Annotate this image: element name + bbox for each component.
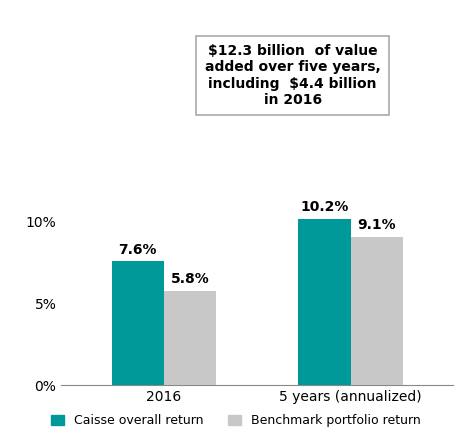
Text: $12.3 billion  of value
added over five years,
including  $4.4 billion
in 2016: $12.3 billion of value added over five y… — [205, 44, 380, 107]
Bar — [298, 218, 351, 385]
Text: 9.1%: 9.1% — [357, 218, 396, 233]
Bar — [112, 261, 164, 385]
Text: 7.6%: 7.6% — [118, 243, 157, 257]
Bar — [164, 291, 216, 385]
Bar — [351, 237, 403, 385]
Legend: Caisse overall return, Benchmark portfolio return: Caisse overall return, Benchmark portfol… — [46, 409, 426, 432]
Text: 10.2%: 10.2% — [300, 201, 349, 214]
Text: 5.8%: 5.8% — [171, 272, 210, 287]
